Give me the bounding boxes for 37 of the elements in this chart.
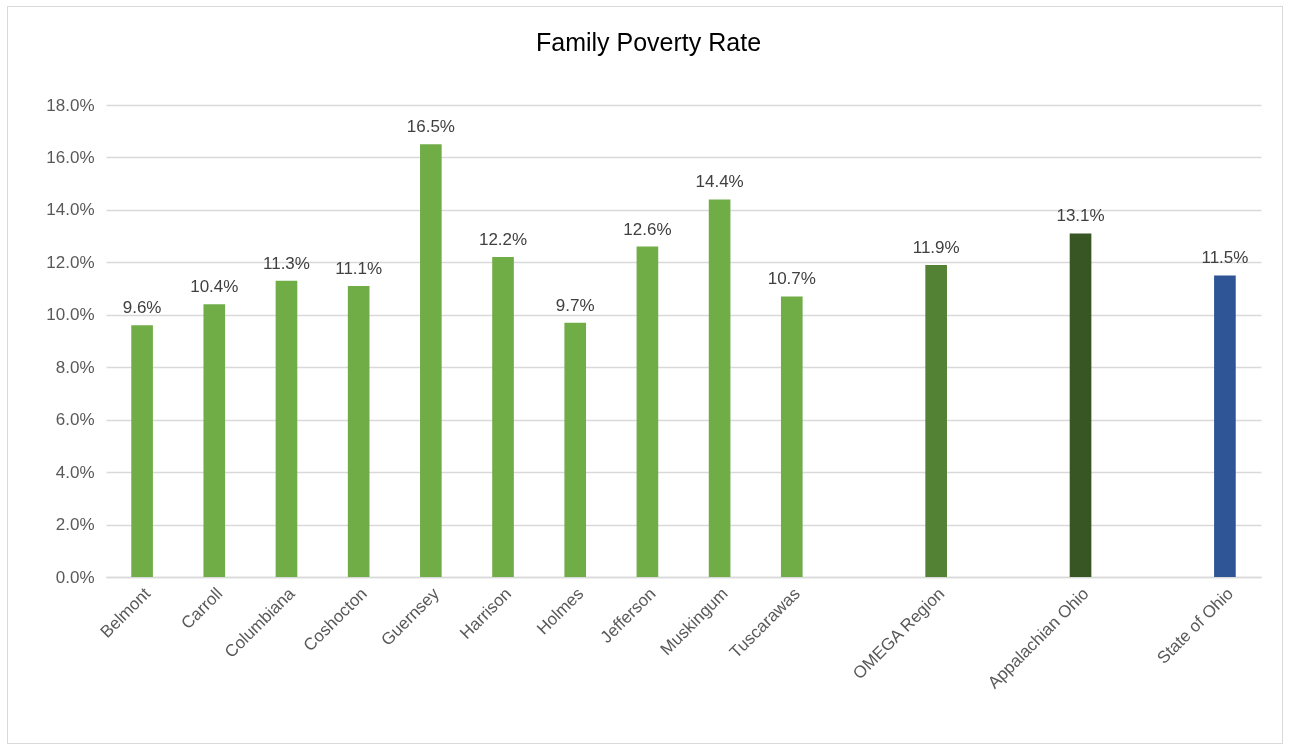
data-label: 12.6% [623,219,672,239]
data-label: 11.3% [262,253,310,273]
data-label: 11.9% [912,237,960,257]
bar [564,322,587,577]
y-tick-label: 0.0% [55,567,95,587]
y-tick-label: 10.0% [46,305,95,325]
y-tick-label: 8.0% [55,357,95,377]
bar [780,296,803,577]
data-label: 16.5% [406,117,455,137]
bar [925,264,947,577]
data-label: 12.2% [478,230,528,250]
bar [1069,233,1092,577]
y-tick-label: 16.0% [46,147,95,167]
y-tick-label: 14.0% [46,200,95,220]
bar [347,285,370,577]
data-label: 11.5% [1201,248,1249,268]
bar [420,144,442,577]
bar [131,325,153,577]
data-label: 14.4% [695,172,744,192]
bar [708,199,731,577]
bar [492,257,514,577]
data-label: 9.7% [555,295,595,315]
y-tick-label: 4.0% [55,462,95,482]
y-tick-label: 18.0% [46,95,95,115]
y-tick-label: 2.0% [55,515,95,535]
data-label: 13.1% [1056,206,1105,226]
y-tick-label: 6.0% [55,410,95,430]
bar [275,280,298,577]
data-label: 10.4% [190,277,239,297]
y-tick-label: 12.0% [46,252,95,272]
bar [203,304,226,577]
data-label: 11.1% [335,258,383,278]
data-label: 9.6% [122,298,162,318]
bar [636,246,659,577]
chart-title: Family Poverty Rate [535,28,762,56]
data-label: 10.7% [767,269,816,289]
bar [1214,275,1236,577]
